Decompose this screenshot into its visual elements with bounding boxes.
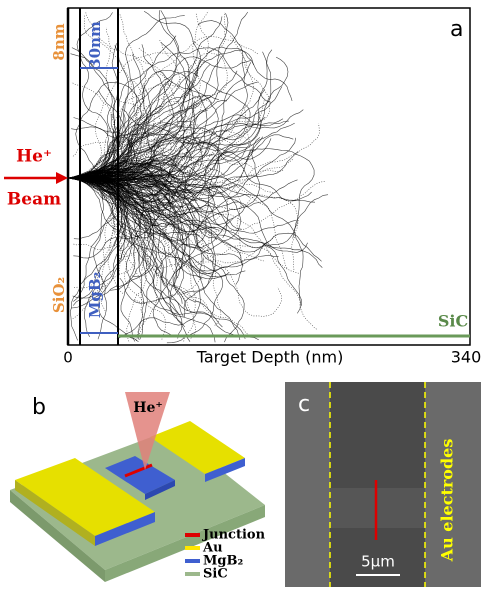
trajectory bbox=[67, 162, 242, 260]
legend-label: SiC bbox=[203, 567, 228, 582]
trajectory bbox=[67, 12, 146, 179]
trajectory bbox=[67, 11, 201, 179]
scale-label: 5μm bbox=[361, 553, 395, 571]
trajectory bbox=[67, 123, 252, 198]
trajectory bbox=[67, 12, 113, 179]
trajectory bbox=[67, 98, 265, 183]
junction bbox=[124, 463, 153, 478]
trajectory bbox=[67, 177, 196, 340]
trajectory bbox=[67, 156, 163, 182]
trajectory bbox=[67, 122, 255, 179]
trajectory bbox=[67, 132, 192, 179]
trajectory bbox=[67, 89, 266, 209]
sic-label: SiC bbox=[438, 312, 468, 331]
panel-label: b bbox=[32, 395, 46, 420]
trajectories bbox=[67, 10, 329, 344]
sio2-thickness: 8nm bbox=[50, 23, 68, 60]
trajectory bbox=[67, 81, 118, 179]
trajectory bbox=[67, 12, 229, 191]
mgb2-side bbox=[145, 480, 175, 500]
trajectory bbox=[67, 148, 253, 202]
trajectory bbox=[67, 162, 163, 179]
au-side bbox=[95, 512, 155, 546]
trajectory bbox=[67, 170, 245, 343]
trajectory bbox=[67, 163, 216, 318]
trajectory bbox=[67, 177, 157, 278]
trajectory bbox=[67, 42, 203, 216]
x-end: 340 bbox=[451, 348, 482, 367]
au-pad bbox=[150, 421, 245, 474]
beam-word: Beam bbox=[7, 190, 61, 210]
arrow-head bbox=[56, 172, 68, 184]
sio2-label: SiO₂ bbox=[50, 277, 68, 313]
trajectory bbox=[67, 177, 180, 280]
trajectory bbox=[67, 176, 259, 341]
trajectory bbox=[68, 86, 283, 194]
trajectory bbox=[67, 177, 173, 257]
trajectory bbox=[67, 117, 173, 179]
trajectory bbox=[67, 36, 260, 179]
trajectory bbox=[67, 46, 255, 183]
legend-label: MgB₂ bbox=[203, 554, 243, 569]
trajectory bbox=[67, 177, 144, 340]
sic-side bbox=[105, 505, 265, 582]
trajectory bbox=[67, 80, 175, 180]
trajectory bbox=[67, 177, 140, 264]
trajectory bbox=[67, 177, 191, 342]
mgb2-strip bbox=[105, 456, 175, 494]
trajectory bbox=[67, 34, 271, 183]
channel bbox=[330, 382, 425, 587]
trajectory bbox=[67, 158, 295, 193]
trajectory bbox=[67, 177, 204, 251]
trajectory bbox=[67, 84, 214, 179]
trajectory bbox=[67, 172, 166, 343]
trajectory bbox=[67, 174, 205, 304]
trajectory bbox=[67, 163, 288, 270]
trajectory bbox=[67, 12, 209, 180]
trajectory bbox=[67, 120, 191, 179]
strip bbox=[330, 488, 425, 528]
trajectory bbox=[68, 176, 117, 289]
au-pad bbox=[15, 458, 155, 536]
trajectory bbox=[67, 177, 172, 267]
au-side bbox=[15, 480, 95, 546]
trajectory bbox=[67, 177, 201, 340]
legend-label: Junction bbox=[202, 528, 266, 543]
trajectory bbox=[67, 170, 312, 201]
au-side bbox=[205, 458, 245, 482]
panel-label: a bbox=[450, 17, 463, 42]
trajectory bbox=[67, 100, 205, 180]
trajectory bbox=[67, 159, 184, 179]
panel-label: c bbox=[298, 392, 310, 417]
x-start: 0 bbox=[63, 349, 73, 367]
sic-side bbox=[10, 490, 105, 582]
trajectory bbox=[67, 177, 222, 327]
legend-label: Au bbox=[202, 541, 223, 556]
electrodes-label: Au electrodes bbox=[438, 439, 457, 563]
mgb2-label: MgB₂ bbox=[86, 272, 104, 318]
trajectory bbox=[67, 141, 226, 179]
trajectory bbox=[67, 177, 249, 336]
trajectory bbox=[67, 14, 137, 179]
trajectory bbox=[67, 177, 144, 343]
trajectory bbox=[67, 176, 298, 233]
trajectory bbox=[67, 101, 198, 179]
ion-label: He⁺ bbox=[133, 400, 163, 416]
trajectory bbox=[67, 176, 268, 272]
ion-cone bbox=[125, 392, 170, 470]
trajectory bbox=[67, 148, 315, 239]
trajectory bbox=[67, 177, 218, 210]
trajectory bbox=[67, 38, 189, 179]
trajectory bbox=[67, 127, 255, 179]
trajectory bbox=[67, 134, 294, 180]
x-label: Target Depth (nm) bbox=[196, 348, 344, 367]
trajectory bbox=[67, 137, 261, 249]
trajectory bbox=[67, 52, 235, 179]
beam-ion: He⁺ bbox=[16, 147, 52, 167]
mgb2-thickness: 30nm bbox=[86, 21, 104, 69]
